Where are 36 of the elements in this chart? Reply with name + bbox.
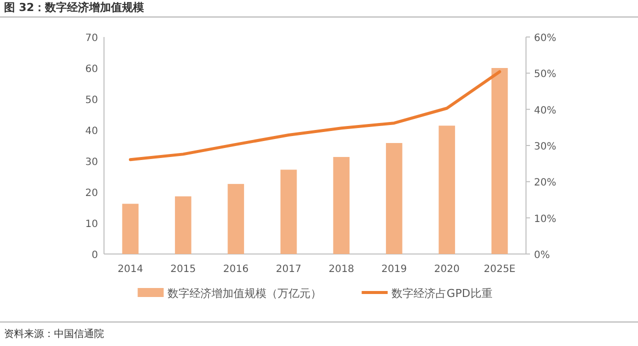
x-tick-label: 2016 [223, 264, 249, 275]
y2-tick-label: 40% [534, 105, 556, 116]
bar [438, 126, 456, 254]
y-tick-label: 50 [85, 95, 98, 106]
bar [386, 143, 402, 254]
bar [174, 196, 192, 254]
text: 资料来源：中国信通院 [4, 328, 104, 340]
y-tick-label: 10 [85, 219, 98, 230]
bar [122, 204, 139, 254]
y2-tick-label: 20% [534, 178, 556, 189]
x-tick-label: 2014 [118, 264, 144, 275]
y-tick-label: 0 [92, 250, 98, 261]
x-tick-label: 2025E [484, 264, 516, 275]
y2-tick-label: 0% [534, 250, 550, 261]
line-series [128, 70, 502, 162]
chart-title: 图 32：数字经济增加值规模 [4, 1, 146, 14]
y-tick-label: 30 [85, 157, 98, 168]
y2-tick-label: 50% [534, 69, 556, 80]
legend-label: 数字经济增加值规模（万亿元） [168, 287, 322, 300]
y-tick-label: 40 [85, 126, 98, 137]
y2-tick-label: 60% [534, 33, 556, 44]
bar [280, 170, 297, 254]
x-tick-label: 2015 [170, 264, 196, 275]
legend-label: 数字经济占GPD比重 [392, 287, 492, 300]
y-tick-label: 70 [85, 33, 98, 44]
bar [228, 184, 244, 254]
x-tick-label: 2019 [381, 264, 407, 275]
x-tick-label: 2018 [328, 264, 354, 275]
y2-tick-label: 10% [534, 214, 556, 225]
x-tick-label: 2017 [276, 264, 302, 275]
x-tick-label: 2020 [434, 264, 460, 275]
y-tick-label: 20 [85, 188, 98, 199]
y2-tick-label: 30% [534, 142, 556, 152]
bar [491, 68, 508, 254]
bar [333, 156, 350, 254]
y-tick-label: 60 [85, 64, 98, 75]
